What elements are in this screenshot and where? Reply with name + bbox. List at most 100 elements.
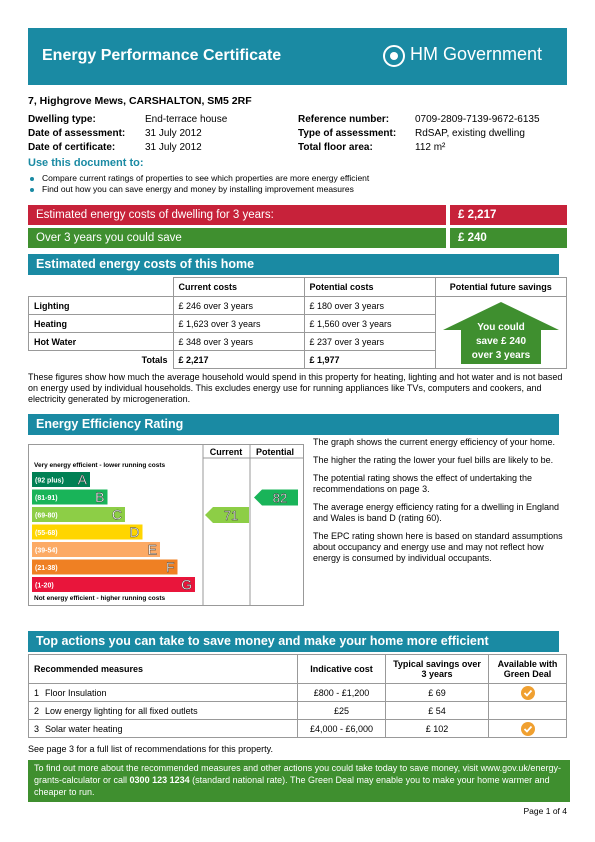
table-header bbox=[28, 277, 174, 297]
band-letter: C bbox=[112, 507, 122, 523]
band-letter: A bbox=[78, 472, 88, 488]
detail-value: RdSAP, existing dwelling bbox=[415, 128, 525, 139]
detail-value: 112 m² bbox=[415, 142, 446, 153]
rating-text: The graph shows the current energy effic… bbox=[313, 437, 567, 571]
band-range: (55-68) bbox=[35, 530, 58, 537]
column-header: Potential bbox=[256, 447, 294, 457]
chart-note: Very energy efficient - lower running co… bbox=[34, 462, 166, 469]
band-range: (21-38) bbox=[35, 565, 58, 572]
phone: 0300 123 1234 bbox=[129, 775, 190, 785]
rating-band bbox=[32, 542, 160, 557]
detail-value: 0709-2809-7139-9672-6135 bbox=[415, 114, 540, 125]
measure-number: 1 bbox=[34, 687, 40, 698]
detail-value: End-terrace house bbox=[145, 114, 228, 125]
actions-table: Recommended measures Indicative cost Typic… bbox=[28, 654, 567, 738]
green-deal-cell bbox=[488, 719, 567, 738]
costs-note: These figures show how much the average … bbox=[28, 372, 563, 404]
rating-arrow bbox=[205, 507, 249, 523]
rating-band bbox=[32, 577, 195, 592]
rating-arrow bbox=[254, 489, 298, 506]
table-cell: Heating bbox=[28, 314, 174, 333]
table-cell: Lighting bbox=[28, 296, 174, 315]
band-letter: E bbox=[148, 542, 157, 558]
arrow-shape bbox=[442, 301, 559, 364]
table-cell: £ 348 over 3 years bbox=[172, 332, 305, 351]
table-cell: £ 1,623 over 3 years bbox=[172, 314, 305, 333]
check-mark bbox=[523, 725, 532, 733]
cost-cell: £25 bbox=[297, 701, 386, 720]
table-row: Totals £ 2,217 £ 1,977 bbox=[28, 350, 567, 369]
savings-cell: You could save £ 240 over 3 years bbox=[434, 296, 567, 369]
table-header: Available with Green Deal bbox=[488, 654, 567, 684]
table-row: Lighting £ 246 over 3 years £ 180 over 3 y… bbox=[28, 296, 567, 369]
info-text: To find out more about the recommended m… bbox=[34, 763, 561, 785]
info-text: (standard national rate). The Green Deal… bbox=[34, 775, 550, 797]
detail-label: Type of assessment: bbox=[298, 128, 397, 139]
savings-cell: £ 69 bbox=[385, 683, 489, 702]
summary-value: £ 2,217 bbox=[450, 205, 567, 225]
section-header: Top actions you can take to save money a… bbox=[28, 631, 559, 652]
totals-cell: Totals bbox=[28, 350, 174, 369]
header-banner: Energy Performance Certificate HM Govern… bbox=[28, 28, 567, 85]
summary-value: £ 240 bbox=[450, 228, 567, 248]
summary-label: Estimated energy costs of dwelling for 3… bbox=[28, 205, 446, 225]
detail-value: 31 July 2012 bbox=[145, 142, 202, 153]
rating-band bbox=[32, 524, 143, 540]
table-row: Current costs Potential costs Potential fu… bbox=[28, 277, 567, 297]
rating-paragraph: The potential rating shows the effect of… bbox=[313, 473, 532, 494]
table-cell: £ 246 over 3 years bbox=[172, 296, 305, 315]
band-range: (1-20) bbox=[35, 583, 54, 590]
check-icon bbox=[520, 685, 535, 700]
band-letter: B bbox=[95, 489, 104, 505]
check-icon bbox=[520, 721, 535, 736]
table-row: Heating £ 1,623 over 3 years £ 1,560 over … bbox=[28, 314, 567, 333]
summary-label: Over 3 years you could save bbox=[28, 228, 446, 248]
table-row: 1 Floor Insulation £800 - £1,200 £ 69 bbox=[28, 683, 567, 702]
rating-value: 71 bbox=[224, 508, 238, 523]
rating-paragraph: The graph shows the current energy effic… bbox=[313, 437, 555, 447]
header-title: Energy Performance Certificate bbox=[42, 47, 282, 64]
cost-cell: £4,000 - £6,000 bbox=[297, 719, 386, 738]
bullet-dot bbox=[30, 188, 34, 192]
table-cell: Hot Water bbox=[28, 332, 174, 351]
column-header: Current bbox=[210, 447, 243, 457]
page-number: Page 1 of 4 bbox=[523, 806, 567, 816]
savings-cell: £ 102 bbox=[385, 719, 489, 738]
measure-name: Solar water heating bbox=[45, 723, 123, 734]
savings-text: save £ 240 bbox=[476, 336, 526, 347]
table-cell: £ 180 over 3 years bbox=[303, 296, 436, 315]
measure-cell: 3 Solar water heating bbox=[28, 719, 298, 738]
table-row: Recommended measures Indicative cost Typic… bbox=[28, 654, 567, 684]
detail-label: Date of assessment: bbox=[28, 128, 126, 139]
rating-band bbox=[32, 472, 90, 487]
green-deal-box: To find out more about the recommended m… bbox=[28, 760, 570, 802]
table-cell: £ 237 over 3 years bbox=[303, 332, 436, 351]
rating-band bbox=[32, 489, 108, 505]
measure-cell: 1 Floor Insulation bbox=[28, 683, 298, 702]
table-header: Potential future savings bbox=[434, 277, 567, 297]
table-header: Potential costs bbox=[303, 277, 436, 297]
section-header: Estimated energy costs of this home bbox=[28, 254, 559, 275]
table-row: 2 Low energy lighting for all fixed outle… bbox=[28, 701, 567, 720]
band-letter: F bbox=[166, 559, 175, 575]
rating-paragraph: The average energy efficiency rating for… bbox=[313, 502, 559, 523]
check-circle bbox=[520, 685, 535, 700]
band-range: (92 plus) bbox=[35, 478, 64, 485]
green-deal-cell bbox=[488, 683, 567, 702]
rating-band bbox=[32, 559, 178, 575]
table-row: 3 Solar water heating £4,000 - £6,000 £ 102 bbox=[28, 719, 567, 738]
bullet-text: Find out how you can save energy and mon… bbox=[42, 184, 354, 194]
detail-label: Date of certificate: bbox=[28, 142, 116, 153]
rating-paragraph: The higher the rating the lower your fue… bbox=[313, 455, 554, 465]
chart-note: Not energy efficient - higher running co… bbox=[34, 595, 165, 602]
band-letter: D bbox=[129, 524, 139, 540]
measure-number: 3 bbox=[34, 723, 40, 734]
bullet-text: Compare current ratings of properties to… bbox=[42, 173, 370, 183]
rating-band bbox=[32, 507, 125, 522]
band-range: (69-80) bbox=[35, 513, 58, 520]
savings-arrow: You could save £ 240 over 3 years bbox=[442, 301, 559, 364]
table-header: Indicative cost bbox=[297, 654, 386, 684]
detail-value: 31 July 2012 bbox=[145, 128, 202, 139]
table-cell: £ 1,560 over 3 years bbox=[303, 314, 436, 333]
